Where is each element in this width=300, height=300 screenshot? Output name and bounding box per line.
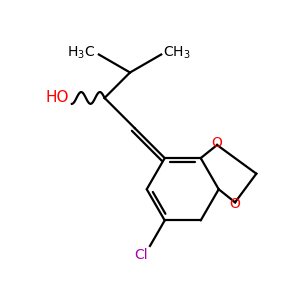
Text: HO: HO <box>46 90 69 105</box>
Text: H$_3$C: H$_3$C <box>68 45 96 61</box>
Text: CH$_3$: CH$_3$ <box>163 45 190 61</box>
Text: O: O <box>212 136 223 150</box>
Text: Cl: Cl <box>135 248 148 262</box>
Text: O: O <box>230 197 241 211</box>
